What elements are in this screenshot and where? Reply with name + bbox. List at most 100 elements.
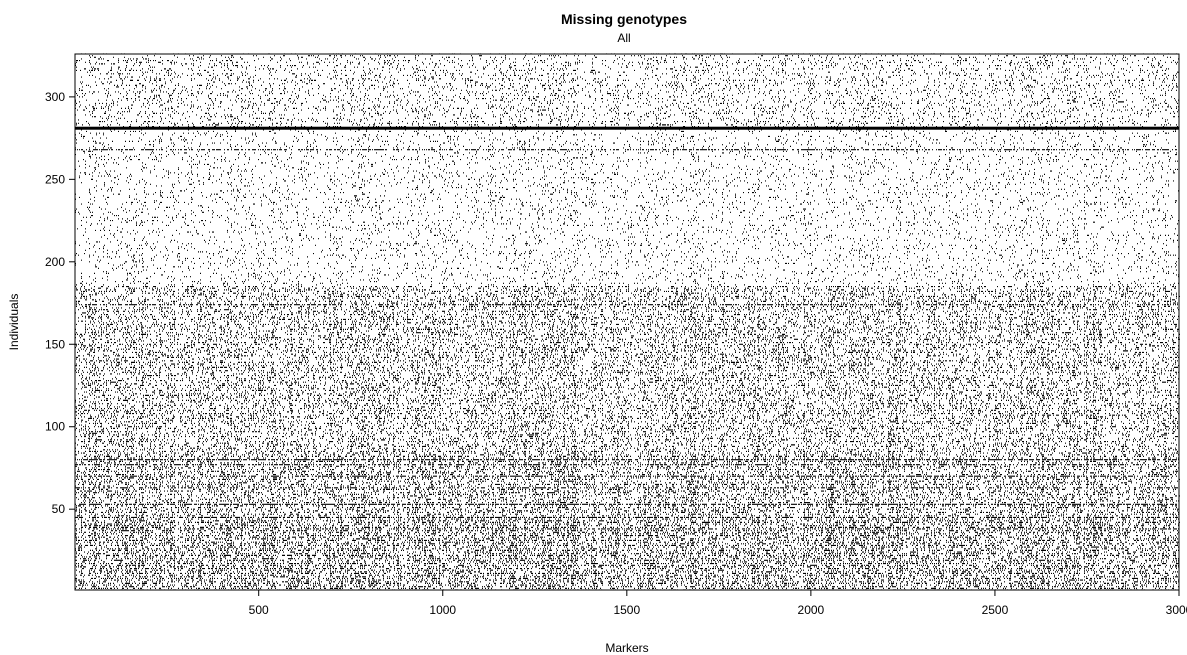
individual-row-points xyxy=(77,228,1176,230)
individual-row-points xyxy=(92,116,1179,118)
individual-row-points xyxy=(110,233,1175,235)
individual-row-points xyxy=(102,144,1154,146)
individual-row-points xyxy=(75,149,1177,151)
individual-row-points xyxy=(98,267,1163,269)
individual-row-points xyxy=(82,561,1179,563)
individual-row-points xyxy=(96,185,1169,187)
individual-row-points xyxy=(76,543,1178,545)
individual-row-points xyxy=(76,284,1174,286)
individual-row-points xyxy=(96,180,1174,182)
individual-row-points xyxy=(79,132,1169,134)
individual-row-points xyxy=(85,167,1163,169)
individual-row-points xyxy=(75,365,1179,367)
individual-row-points xyxy=(84,68,1169,70)
individual-row-points xyxy=(75,406,1179,408)
individual-row-points xyxy=(99,78,1174,80)
individual-row-points xyxy=(75,333,1180,335)
x-tick-label: 3000 xyxy=(1166,603,1187,617)
individual-row-points xyxy=(89,449,1177,451)
individual-row-points xyxy=(81,83,1177,85)
individual-row-points xyxy=(81,290,1170,293)
individual-row-points xyxy=(76,566,1179,568)
individual-row-points xyxy=(81,76,1177,78)
individual-row-points xyxy=(75,424,1176,426)
individual-row-points xyxy=(95,251,1169,253)
individual-row-points xyxy=(83,426,1178,428)
individual-row-points xyxy=(79,88,1173,90)
individual-row-points xyxy=(79,165,1169,167)
individual-row-points xyxy=(75,99,1179,101)
individual-row-points xyxy=(77,470,1178,472)
individual-row-points xyxy=(77,474,1176,476)
individual-row-points xyxy=(116,79,1175,81)
individual-row-points xyxy=(76,586,1179,588)
individual-row-points xyxy=(75,399,1171,401)
y-tick-label: 50 xyxy=(52,502,66,516)
individual-row-points xyxy=(81,460,1176,462)
individual-row-points xyxy=(111,257,1179,260)
individual-row-points xyxy=(75,520,1176,522)
individual-row-points xyxy=(78,452,1178,454)
individual-row-points xyxy=(85,299,1175,301)
individual-row-points xyxy=(76,436,1178,438)
individual-row-points xyxy=(90,322,1174,324)
individual-row-points xyxy=(85,327,1176,329)
individual-row-points xyxy=(76,478,1180,481)
individual-row-points xyxy=(91,178,1154,180)
individual-row-points xyxy=(81,419,1176,421)
individual-row-points xyxy=(79,196,1164,199)
individual-row-points xyxy=(86,130,1176,133)
individual-row-points xyxy=(84,391,1177,393)
x-tick-label: 1500 xyxy=(613,603,640,617)
individual-row-points xyxy=(78,541,1179,543)
individual-row-points xyxy=(84,396,1178,398)
individual-row-points xyxy=(78,546,1179,548)
individual-row-points xyxy=(81,58,1179,60)
individual-row-points xyxy=(83,150,1171,152)
individual-row-points xyxy=(90,157,1171,159)
individual-row-points xyxy=(75,198,1159,200)
individual-row-points xyxy=(77,488,1176,490)
individual-row-points xyxy=(78,355,1178,357)
individual-row-missing xyxy=(75,126,1179,130)
individual-row-points xyxy=(83,234,1178,236)
individual-row-points xyxy=(79,431,1175,433)
individual-row-points xyxy=(87,353,1177,355)
individual-row-points xyxy=(75,347,1175,349)
individual-row-points xyxy=(81,272,1174,274)
individual-row-points xyxy=(78,469,1177,471)
individual-row-points xyxy=(79,360,1178,362)
individual-row-points xyxy=(76,124,1177,126)
individual-row-points xyxy=(77,351,1178,354)
individual-row-points xyxy=(117,239,1178,241)
individual-row-points xyxy=(76,356,1179,359)
individual-row-points xyxy=(76,497,1173,499)
individual-row-points xyxy=(89,261,1177,263)
individual-row-points xyxy=(78,309,1179,311)
individual-row-points xyxy=(75,485,1175,487)
missing-genotype-points xyxy=(75,53,1180,591)
individual-row-points xyxy=(81,203,1166,205)
individual-row-points xyxy=(79,511,1179,514)
individual-row-points xyxy=(88,201,1176,204)
y-tick-label: 200 xyxy=(45,255,65,269)
individual-row-points xyxy=(79,544,1178,547)
individual-row-points xyxy=(77,477,1172,479)
chart-subtitle: All xyxy=(617,31,630,45)
individual-row-points xyxy=(78,320,1174,322)
individual-row-points xyxy=(75,147,1162,149)
individual-row-points xyxy=(75,490,1174,492)
individual-row-points xyxy=(94,170,1174,172)
individual-row-points xyxy=(85,173,1140,175)
individual-row-points xyxy=(76,574,1177,576)
individual-row-points xyxy=(78,317,1174,319)
individual-row-points xyxy=(75,548,1173,550)
individual-row-points xyxy=(104,226,1166,228)
individual-row-points xyxy=(78,483,1165,486)
individual-row-points xyxy=(81,502,1174,504)
individual-row-points xyxy=(102,117,1163,119)
individual-row-points xyxy=(101,236,1159,238)
individual-row-points xyxy=(76,345,1179,347)
individual-row-points xyxy=(79,175,1162,177)
